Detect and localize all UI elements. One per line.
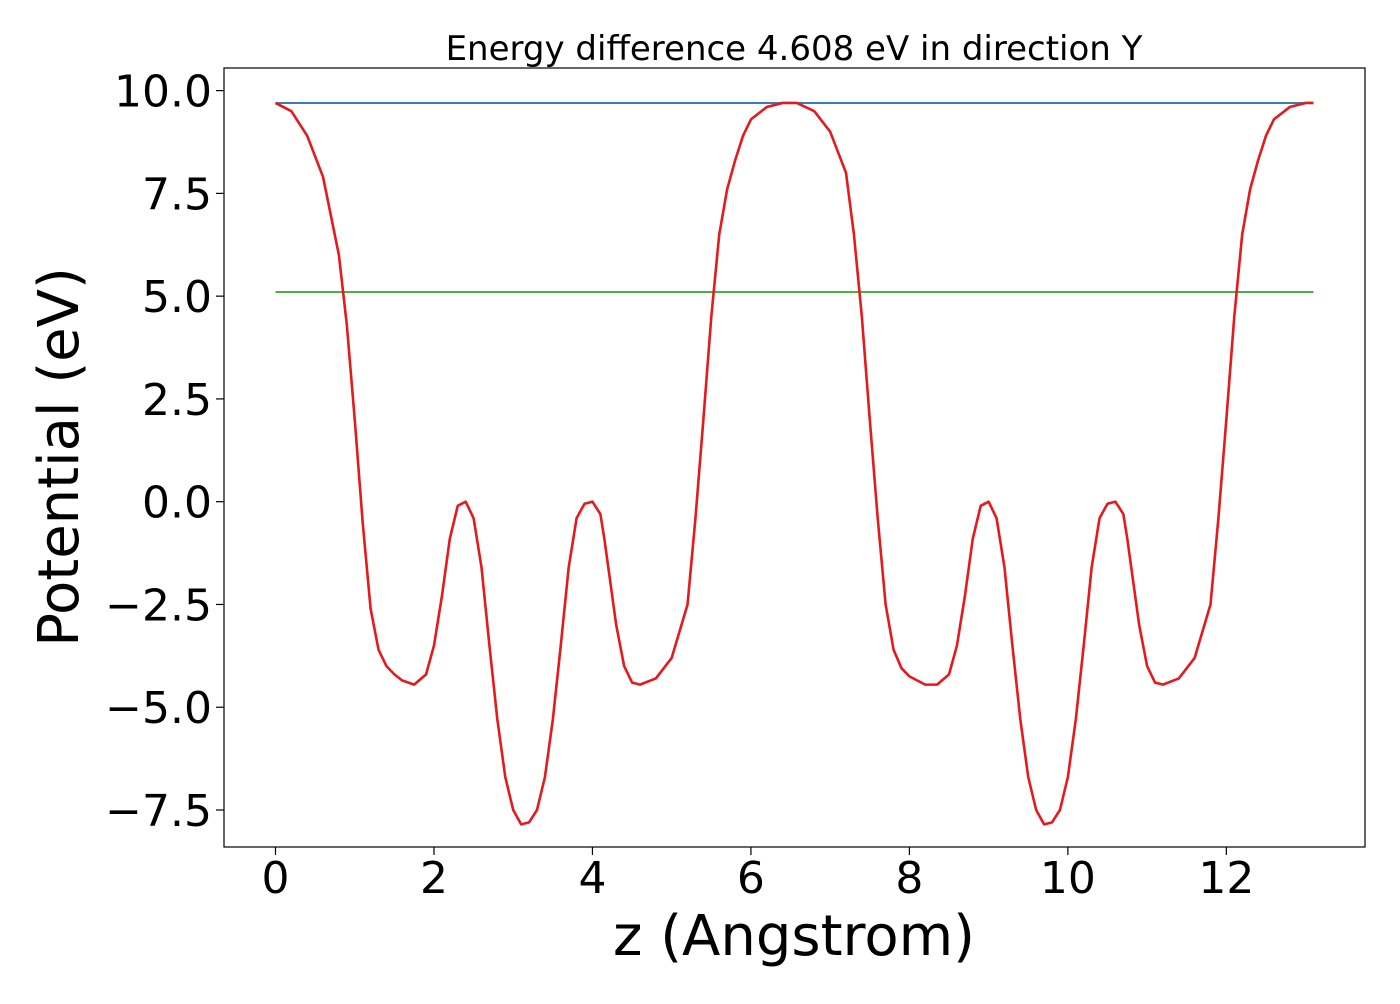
x-axis-ticks: 0 2 4 6 8 10 12: [262, 847, 1254, 904]
plot-frame: [223, 67, 1366, 848]
y-tick-label: 2.5: [142, 375, 212, 426]
x-tick-label: 0: [262, 853, 290, 904]
x-tick-label: 8: [895, 853, 923, 904]
y-tick-label: 0.0: [142, 478, 212, 529]
x-tick-label: 4: [578, 853, 606, 904]
x-tick-label: 6: [737, 853, 765, 904]
x-tick-label: 2: [420, 853, 448, 904]
chart-title: Energy difference 4.608 eV in direction …: [446, 29, 1143, 69]
y-tick-label: −7.5: [105, 786, 212, 837]
series-line-potential: [274, 101, 1314, 826]
y-axis-ticks: −7.5 −5.0 −2.5 0.0 2.5 5.0 7.5 10.0: [105, 67, 224, 837]
x-axis-label: z (Angstrom): [613, 904, 975, 969]
plot-lines: [274, 101, 1314, 826]
y-tick-label: −5.0: [105, 683, 212, 734]
x-tick-label: 12: [1198, 853, 1254, 904]
y-tick-label: 7.5: [142, 169, 212, 220]
y-tick-label: 5.0: [142, 272, 212, 323]
y-axis-label: Potential (eV): [27, 267, 92, 647]
y-tick-label: 10.0: [114, 67, 212, 118]
x-tick-label: 10: [1040, 853, 1096, 904]
y-tick-label: −2.5: [105, 580, 212, 631]
